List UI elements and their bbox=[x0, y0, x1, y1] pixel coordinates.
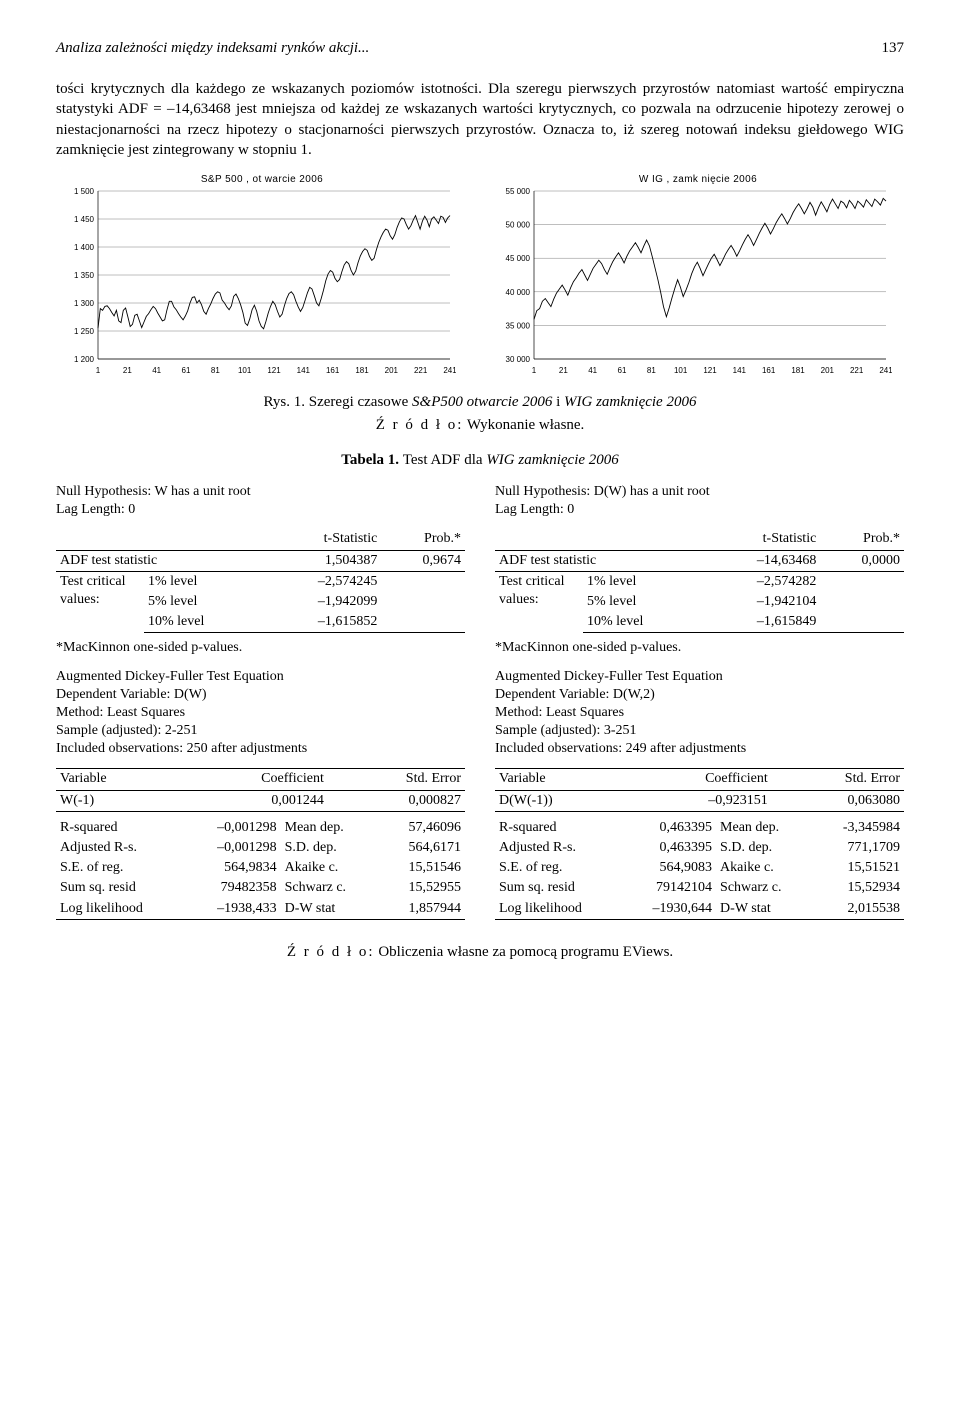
svg-text:1 300: 1 300 bbox=[74, 299, 95, 308]
svg-text:201: 201 bbox=[385, 366, 399, 375]
charts-row: S&P 500 , ot warcie 2006 1 500 1 450 1 400… bbox=[56, 174, 904, 382]
chart-right: W IG , zamk nięcie 2006 55 000 50 000 45 0… bbox=[492, 174, 904, 382]
svg-text:161: 161 bbox=[326, 366, 340, 375]
svg-text:101: 101 bbox=[674, 366, 688, 375]
chart-left: S&P 500 , ot warcie 2006 1 500 1 450 1 400… bbox=[56, 174, 468, 382]
svg-text:201: 201 bbox=[821, 366, 835, 375]
svg-text:221: 221 bbox=[850, 366, 864, 375]
svg-text:41: 41 bbox=[588, 366, 597, 375]
lag-length: Lag Length: 0 bbox=[495, 501, 904, 519]
svg-text:50 000: 50 000 bbox=[506, 221, 531, 230]
svg-text:1 400: 1 400 bbox=[74, 243, 95, 252]
svg-text:21: 21 bbox=[123, 366, 132, 375]
svg-text:55 000: 55 000 bbox=[506, 187, 531, 196]
adf-columns: Null Hypothesis: W has a unit root Lag L… bbox=[56, 483, 904, 926]
svg-text:121: 121 bbox=[703, 366, 717, 375]
svg-text:41: 41 bbox=[152, 366, 161, 375]
chart-left-title: S&P 500 , ot warcie 2006 bbox=[56, 174, 468, 185]
figure-source: Ź r ó d ł o: Wykonanie własne. bbox=[56, 417, 904, 434]
svg-text:35 000: 35 000 bbox=[506, 321, 531, 330]
null-hypothesis: Null Hypothesis: D(W) has a unit root bbox=[495, 483, 904, 501]
page-number: 137 bbox=[882, 40, 905, 57]
coef-table: VariableCoefficientStd. Error W(-1)0,001… bbox=[56, 768, 465, 811]
running-title: Analiza zależności między indeksami rynk… bbox=[56, 40, 369, 57]
null-hypothesis: Null Hypothesis: W has a unit root bbox=[56, 483, 465, 501]
chart-right-svg: 55 00050 00045 00040 00035 00030 0001214… bbox=[492, 187, 892, 377]
svg-text:45 000: 45 000 bbox=[506, 254, 531, 263]
svg-text:1 500: 1 500 bbox=[74, 187, 95, 196]
coef-table: VariableCoefficientStd. Error D(W(-1))–0… bbox=[495, 768, 904, 811]
svg-text:101: 101 bbox=[238, 366, 252, 375]
adf-left-column: Null Hypothesis: W has a unit root Lag L… bbox=[56, 483, 465, 926]
svg-text:21: 21 bbox=[559, 366, 568, 375]
running-header: Analiza zależności między indeksami rynk… bbox=[56, 40, 904, 57]
svg-text:61: 61 bbox=[182, 366, 191, 375]
chart-right-title: W IG , zamk nięcie 2006 bbox=[492, 174, 904, 185]
figure-caption: Rys. 1. Szeregi czasowe S&P500 otwarcie … bbox=[56, 394, 904, 411]
svg-text:121: 121 bbox=[267, 366, 281, 375]
lag-length: Lag Length: 0 bbox=[56, 501, 465, 519]
svg-text:1 250: 1 250 bbox=[74, 327, 95, 336]
adf-right-column: Null Hypothesis: D(W) has a unit root La… bbox=[495, 483, 904, 926]
table-caption: Tabela 1. Test ADF dla WIG zamknięcie 20… bbox=[56, 452, 904, 469]
svg-text:241: 241 bbox=[879, 366, 892, 375]
svg-text:1 450: 1 450 bbox=[74, 215, 95, 224]
svg-text:40 000: 40 000 bbox=[506, 288, 531, 297]
svg-text:181: 181 bbox=[355, 366, 369, 375]
svg-text:181: 181 bbox=[791, 366, 805, 375]
svg-text:141: 141 bbox=[297, 366, 311, 375]
body-paragraph: tości krytycznych dla każdego ze wskazan… bbox=[56, 79, 904, 160]
svg-text:221: 221 bbox=[414, 366, 428, 375]
footer-source: Ź r ó d ł o: Obliczenia własne za pomocą… bbox=[56, 944, 904, 961]
svg-text:61: 61 bbox=[618, 366, 627, 375]
chart-left-svg: 1 5001 4501 4001 3501 3001 2501 20012141… bbox=[56, 187, 456, 377]
svg-text:1: 1 bbox=[532, 366, 537, 375]
mackinnon-note: *MacKinnon one-sided p-values. bbox=[56, 639, 465, 657]
summary-table: R-squared0,463395Mean dep.-3,345984 Adju… bbox=[495, 818, 904, 920]
mackinnon-note: *MacKinnon one-sided p-values. bbox=[495, 639, 904, 657]
adf-stat-table: t-StatisticProb.* ADF test statistic1,50… bbox=[56, 529, 465, 633]
svg-text:1 350: 1 350 bbox=[74, 271, 95, 280]
svg-text:81: 81 bbox=[647, 366, 656, 375]
svg-text:141: 141 bbox=[733, 366, 747, 375]
svg-text:241: 241 bbox=[443, 366, 456, 375]
adf-stat-table: t-StatisticProb.* ADF test statistic–14,… bbox=[495, 529, 904, 633]
svg-text:161: 161 bbox=[762, 366, 776, 375]
svg-text:1 200: 1 200 bbox=[74, 355, 95, 364]
svg-text:1: 1 bbox=[96, 366, 101, 375]
svg-text:30 000: 30 000 bbox=[506, 355, 531, 364]
svg-text:81: 81 bbox=[211, 366, 220, 375]
summary-table: R-squared–0,001298Mean dep.57,46096 Adju… bbox=[56, 818, 465, 920]
